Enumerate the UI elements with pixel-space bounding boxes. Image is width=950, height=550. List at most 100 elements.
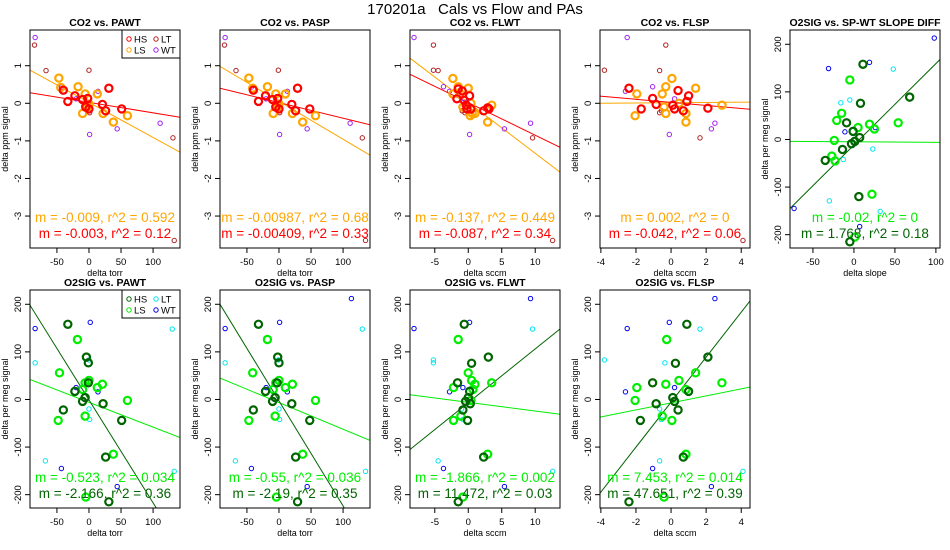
data-point-ls <box>108 449 119 459</box>
data-point-ls <box>830 156 840 166</box>
panel-title: CO2 vs. FLWT <box>450 17 521 29</box>
x-tick-label: -2 <box>632 257 640 268</box>
data-point-lt <box>43 67 49 74</box>
legend-marker-lt <box>153 36 159 42</box>
data-point-lt <box>840 156 846 163</box>
y-tick-label: 0 <box>203 101 214 106</box>
data-point-hs <box>104 497 114 507</box>
data-point-lt <box>663 42 669 48</box>
y-tick-label: 200 <box>393 296 404 312</box>
x-tick-label: 50 <box>116 517 127 528</box>
data-point-wt <box>347 120 353 126</box>
data-point-hs <box>82 93 93 104</box>
panel-2: CO2 vs. FLWT -5 0 5 10 delta sccm -3 -2 -1 0 1 delt… <box>380 17 561 278</box>
legend-box <box>121 289 181 319</box>
data-point-hs <box>483 352 494 362</box>
legend-marker-wt <box>153 47 159 53</box>
data-point-hs <box>837 144 848 155</box>
x-tick-label: 100 <box>335 517 351 528</box>
panel-title: O2SIG vs. PAWT <box>64 277 147 289</box>
fit-line-ls <box>790 140 940 143</box>
data-point-lt <box>740 237 746 244</box>
plot-frame <box>29 29 181 249</box>
fit-stat-ls: m = -0.02, r^2 = 0 <box>812 210 918 225</box>
fit-stat-ls: m = -0.137, r^2 = 0.449 <box>415 210 555 225</box>
data-point-ls <box>836 108 847 118</box>
data-point-lt <box>171 468 177 475</box>
data-point-ls <box>657 89 667 99</box>
data-point-hs <box>904 92 915 102</box>
data-point-hs <box>305 104 315 114</box>
data-point-hs <box>253 319 264 329</box>
fit-line-hs <box>410 328 560 450</box>
y-tick-label: 200 <box>13 296 24 312</box>
data-point-lt <box>222 360 228 366</box>
fit-stat-ls: m = -1.866, r^2 = 0.002 <box>415 470 555 485</box>
y-tick-label: 0 <box>583 101 594 106</box>
data-point-wt <box>501 126 508 132</box>
data-point-ls <box>80 411 90 421</box>
data-point-wt <box>708 483 715 490</box>
data-point-lt <box>549 468 556 475</box>
y-tick-label: -200 <box>13 485 24 504</box>
y-axis-label: delta per meg signal <box>0 358 10 439</box>
y-tick-label: 0 <box>773 137 784 142</box>
data-point-hs <box>459 95 469 105</box>
data-point-wt <box>440 84 447 90</box>
data-point-hs <box>267 396 278 407</box>
y-tick-label: -3 <box>583 212 594 220</box>
panel-title: O2SIG vs. FLWT <box>444 277 526 289</box>
data-point-hs <box>845 237 855 247</box>
x-tick-label: 100 <box>145 257 161 268</box>
fit-stat-hs: m = -0.087, r^2 = 0.34 <box>419 226 552 241</box>
x-tick-label: 100 <box>928 257 944 268</box>
legend-label-hs: HS <box>134 35 147 46</box>
x-tick-label: 0 <box>851 257 856 268</box>
legend-marker-hs <box>126 36 132 42</box>
data-point-hs <box>465 399 475 409</box>
x-tick-label: 2 <box>703 517 708 528</box>
data-point-lt <box>877 208 883 215</box>
data-point-lt <box>275 67 282 73</box>
x-tick-label: 10 <box>530 517 541 528</box>
data-point-hs <box>98 399 108 409</box>
data-point-hs <box>77 94 88 105</box>
data-point-hs <box>271 102 281 112</box>
plot-area <box>790 35 940 247</box>
data-point-hs <box>253 96 264 107</box>
x-tick-label: 100 <box>145 517 161 528</box>
data-point-hs <box>466 358 477 369</box>
data-point-ls <box>262 334 273 345</box>
data-point-ls <box>108 117 119 127</box>
data-point-hs <box>63 96 73 107</box>
data-point-hs <box>287 399 297 409</box>
fit-stat-ls: m = -0.523, r^2 = 0.034 <box>35 470 175 485</box>
data-point-wt <box>222 34 228 41</box>
panel-8: O2SIG vs. FLSP -4 -2 0 2 4 delta sccm -200 -100 0… <box>570 277 751 538</box>
data-point-lt <box>601 357 608 363</box>
data-point-hs <box>292 83 303 93</box>
data-point-lt <box>221 42 228 48</box>
y-axis-label: delta per meg signal <box>760 98 770 179</box>
fit-stat-ls: m = -0.00987, r^2 = 0.68 <box>221 210 368 225</box>
data-point-ls <box>690 83 701 93</box>
panel-3: CO2 vs. FLSP -4 -2 0 2 4 delta sccm -3 -2 -1 0 1 del… <box>570 17 751 278</box>
data-point-lt <box>662 360 668 366</box>
data-point-lt <box>232 458 239 464</box>
data-point-hs <box>673 405 683 415</box>
fit-stat-hs: m = 11.472, r^2 = 0.03 <box>418 486 552 501</box>
x-tick-label: 4 <box>739 257 744 268</box>
data-point-ls <box>287 379 298 389</box>
data-point-wt <box>856 223 863 230</box>
data-point-hs <box>848 126 858 137</box>
data-point-hs <box>624 83 634 93</box>
plot-area <box>410 34 560 244</box>
fit-stat-hs: m = -0.042, r^2 = 0.06 <box>609 226 741 241</box>
y-tick-label: -1 <box>13 137 24 145</box>
data-point-wt <box>866 59 873 66</box>
figure-title: 170201a Cals vs Flow and PAs <box>367 1 583 18</box>
legend-label-hs: HS <box>134 295 147 306</box>
data-point-ls <box>667 73 677 84</box>
x-tick-label: -50 <box>240 517 254 528</box>
y-axis-label: delta per meg signal <box>190 358 200 439</box>
